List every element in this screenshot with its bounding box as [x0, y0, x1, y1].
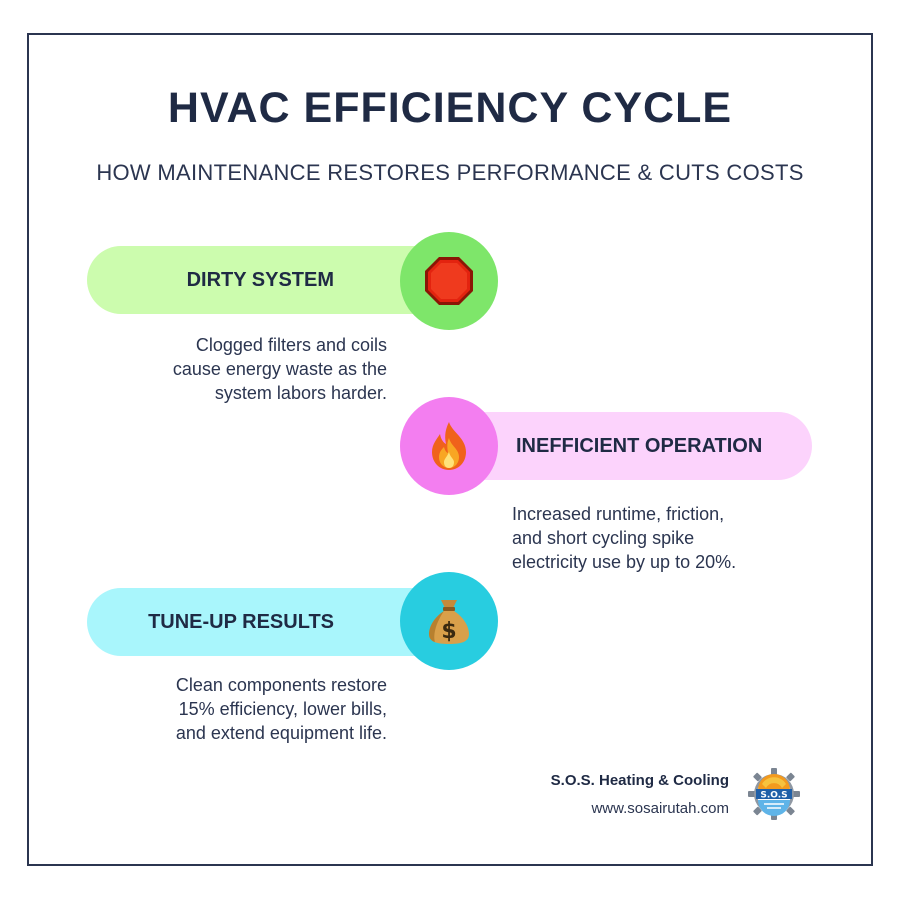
step-inefficient-operation-description: Increased runtime, friction, and short c…: [512, 504, 737, 572]
step-dirty-system-circle: [400, 232, 498, 330]
infographic-frame: [27, 33, 873, 866]
step-dirty-system-description: Clogged filters and coils cause energy w…: [172, 335, 387, 403]
money-bag-icon: $: [429, 600, 469, 644]
svg-text:$: $: [441, 619, 456, 644]
step-tune-up-results-circle: $: [400, 572, 498, 670]
logo-text: S.O.S: [760, 791, 787, 801]
page-title: HVAC EFFICIENCY CYCLE: [167, 84, 733, 132]
stop-sign-icon: [425, 257, 473, 305]
page-subtitle: HOW MAINTENANCE RESTORES PERFORMANCE & C…: [96, 160, 804, 185]
step-label: DIRTY SYSTEM: [186, 268, 334, 291]
step-inefficient-operation-circle: [400, 397, 498, 495]
brand-name: S.O.S. Heating & Cooling: [550, 772, 729, 789]
step-tune-up-results-pill: TUNE-UP RESULTS: [87, 588, 447, 656]
fire-icon: [432, 422, 466, 470]
step-label: INEFFICIENT OPERATION: [516, 434, 763, 457]
step-label: TUNE-UP RESULTS: [148, 610, 334, 633]
sos-logo-icon: S.O.S: [748, 768, 800, 820]
brand-website-link[interactable]: www.sosairutah.com: [591, 800, 729, 817]
step-tune-up-results-description: Clean components restore 15% efficiency,…: [175, 675, 387, 743]
step-dirty-system-pill: DIRTY SYSTEM: [87, 246, 447, 314]
